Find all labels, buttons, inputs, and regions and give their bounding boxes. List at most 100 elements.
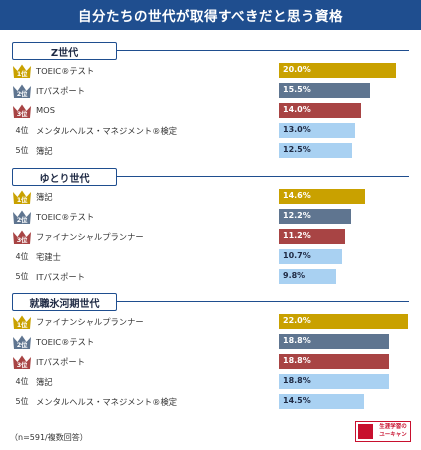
category-label: TOEIC®テスト — [36, 66, 95, 76]
bar — [279, 103, 362, 118]
rank-number: 3位 — [16, 110, 28, 118]
ranking-row: 2位 TOEIC®テスト 18.8% — [0, 334, 421, 350]
ranking-row: 3位 ファイナンシャルプランナー 11.2% — [0, 229, 421, 245]
data-label: 11.2% — [283, 231, 311, 240]
rank-number: 3位 — [16, 361, 28, 369]
ranking-row: 3位 MOS 14.0% — [0, 103, 421, 119]
data-label: 14.0% — [283, 105, 311, 114]
category-label: ITパスポート — [36, 357, 85, 367]
category-label: 簿記 — [36, 377, 53, 387]
bar — [279, 83, 370, 98]
rank-badge: 5位 — [11, 394, 33, 410]
category-label: メンタルヘルス・マネジメント®検定 — [36, 397, 178, 407]
rank-badge: 4位 — [11, 123, 33, 139]
ranking-row: 2位 TOEIC®テスト 12.2% — [0, 209, 421, 225]
bar — [279, 249, 342, 264]
chart-title: 自分たちの世代が取得すべきだと思う資格 — [0, 0, 421, 30]
category-label: 簿記 — [36, 192, 53, 202]
rank-number: 4位 — [15, 377, 29, 386]
data-label: 18.8% — [283, 336, 311, 345]
bar — [279, 354, 390, 369]
category-label: 簿記 — [36, 146, 53, 156]
data-label: 18.8% — [283, 356, 311, 365]
data-label: 18.8% — [283, 376, 311, 385]
bar — [279, 63, 397, 78]
ranking-row: 1位 簿記 14.6% — [0, 189, 421, 205]
data-label: 15.5% — [283, 85, 311, 94]
ranking-row: 4位 メンタルヘルス・マネジメント®検定 13.0% — [0, 123, 421, 139]
rank-badge: 3位 — [11, 103, 33, 119]
data-label: 22.0% — [283, 316, 311, 325]
bar — [279, 123, 356, 138]
rank-badge: 1位 — [11, 314, 33, 330]
data-label: 12.5% — [283, 145, 311, 154]
rank-badge: 3位 — [11, 354, 33, 370]
ranking-row: 2位 ITパスポート 15.5% — [0, 83, 421, 99]
rank-number: 1位 — [16, 321, 28, 329]
rank-number: 3位 — [16, 236, 28, 244]
bar — [279, 314, 408, 329]
data-label: 12.2% — [283, 211, 311, 220]
ucan-logo: 生涯学習の ユーキャン — [355, 421, 411, 442]
rank-badge: 1位 — [11, 189, 33, 205]
bar — [279, 189, 365, 204]
rank-number: 4位 — [15, 126, 29, 135]
rank-number: 5位 — [15, 272, 29, 281]
bar — [279, 229, 345, 244]
rank-badge: 5位 — [11, 143, 33, 159]
bar — [279, 394, 365, 409]
category-label: ファイナンシャルプランナー — [36, 232, 144, 242]
section-divider — [117, 301, 409, 302]
rank-badge: 3位 — [11, 229, 33, 245]
rank-number: 5位 — [15, 397, 29, 406]
rank-badge: 2位 — [11, 334, 33, 350]
rank-badge: 4位 — [11, 374, 33, 390]
category-label: TOEIC®テスト — [36, 337, 95, 347]
ranking-row: 5位 メンタルヘルス・マネジメント®検定 14.5% — [0, 394, 421, 410]
logo-line-1: 生涯学習の — [379, 424, 407, 430]
ranking-row: 5位 簿記 12.5% — [0, 143, 421, 159]
ranking-row: 1位 ファイナンシャルプランナー 22.0% — [0, 314, 421, 330]
data-label: 9.8% — [283, 271, 306, 280]
rank-badge: 2位 — [11, 83, 33, 99]
category-label: TOEIC®テスト — [36, 212, 95, 222]
rank-badge: 2位 — [11, 209, 33, 225]
section-title: ゆとり世代 — [12, 168, 117, 186]
rank-badge: 1位 — [11, 63, 33, 79]
category-label: メンタルヘルス・マネジメント®検定 — [36, 126, 178, 136]
bar — [279, 143, 353, 158]
bar — [279, 269, 337, 284]
footnote: （n=591/複数回答） — [10, 433, 88, 442]
ucan-mark-icon — [358, 424, 373, 439]
ranking-row: 5位 ITパスポート 9.8% — [0, 269, 421, 285]
rank-number: 1位 — [16, 196, 28, 204]
rank-number: 4位 — [15, 252, 29, 261]
rank-number: 5位 — [15, 146, 29, 155]
ranking-row: 4位 宅建士 10.7% — [0, 249, 421, 265]
ranking-row: 1位 TOEIC®テスト 20.0% — [0, 63, 421, 79]
data-label: 20.0% — [283, 65, 311, 74]
data-label: 10.7% — [283, 251, 311, 260]
rank-badge: 5位 — [11, 269, 33, 285]
rank-number: 1位 — [16, 70, 28, 78]
category-label: ファイナンシャルプランナー — [36, 317, 144, 327]
bar — [279, 374, 390, 389]
rank-number: 2位 — [16, 341, 28, 349]
category-label: MOS — [36, 105, 55, 115]
section-title: 就職氷河期世代 — [12, 293, 117, 311]
ranking-row: 4位 簿記 18.8% — [0, 374, 421, 390]
bar — [279, 334, 390, 349]
section-divider — [117, 50, 409, 51]
rank-number: 2位 — [16, 216, 28, 224]
category-label: 宅建士 — [36, 252, 61, 262]
section-title: Z世代 — [12, 42, 117, 60]
data-label: 14.5% — [283, 396, 311, 405]
category-label: ITパスポート — [36, 86, 85, 96]
rank-badge: 4位 — [11, 249, 33, 265]
logo-line-2: ユーキャン — [379, 432, 407, 438]
rank-number: 2位 — [16, 90, 28, 98]
section-divider — [117, 176, 409, 177]
data-label: 14.6% — [283, 191, 311, 200]
ranking-row: 3位 ITパスポート 18.8% — [0, 354, 421, 370]
data-label: 13.0% — [283, 125, 311, 134]
